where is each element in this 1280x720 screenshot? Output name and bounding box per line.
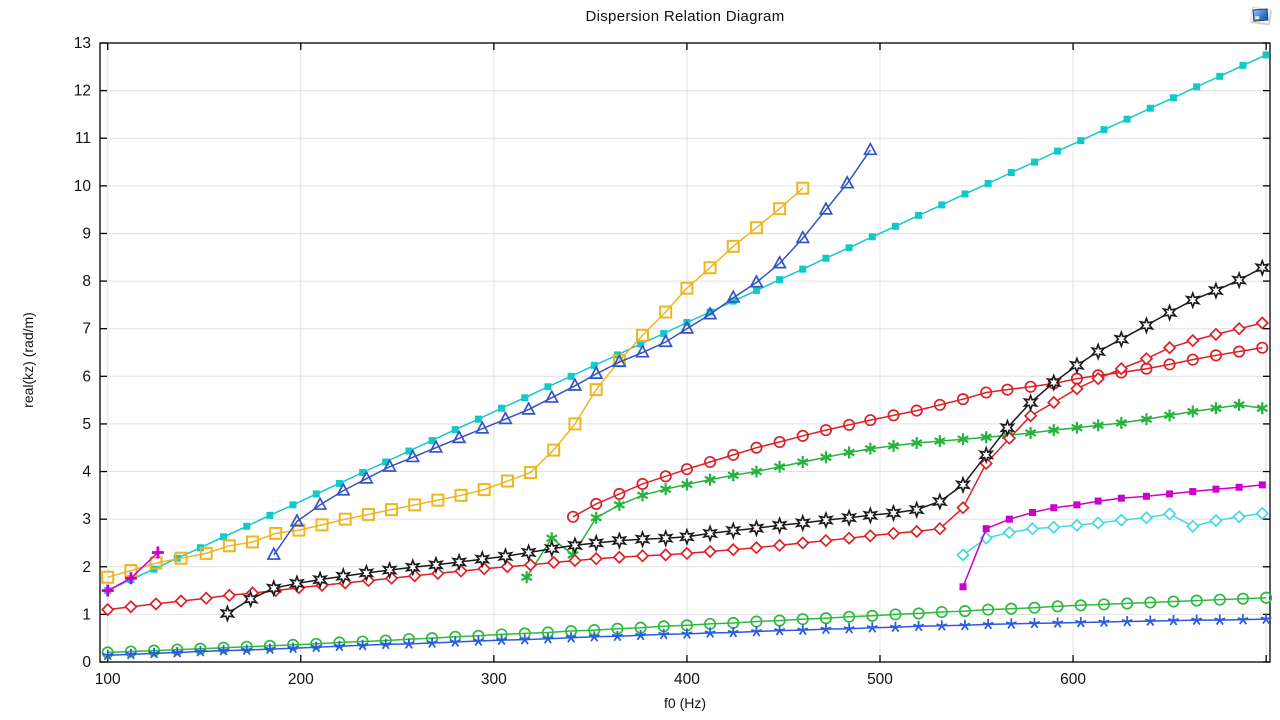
svg-text:6: 6 [82, 368, 91, 385]
svg-text:600: 600 [1060, 671, 1086, 688]
x-axis-label: f0 (Hz) [664, 695, 706, 711]
svg-text:100: 100 [95, 671, 121, 688]
svg-text:7: 7 [82, 321, 91, 338]
svg-text:0: 0 [82, 654, 91, 671]
series-blue-open-triangles [266, 141, 878, 560]
series-green-asterisks [520, 398, 1269, 584]
plot-title: Dispersion Relation Diagram [585, 8, 785, 25]
svg-text:400: 400 [674, 671, 700, 688]
svg-text:12: 12 [74, 83, 91, 100]
series-blue-stars [102, 613, 1272, 661]
svg-text:9: 9 [82, 225, 91, 242]
series-black-open-hexagram-stars [219, 258, 1271, 623]
series-magenta-filled-squares [959, 481, 1266, 591]
series-red-open-diamonds [101, 316, 1269, 617]
plot-frame [99, 42, 1271, 663]
series-magenta-plus [101, 546, 164, 597]
svg-text:200: 200 [288, 671, 314, 688]
svg-text:4: 4 [82, 464, 91, 481]
series-cyan-open-diamonds [956, 506, 1269, 562]
svg-text:8: 8 [82, 273, 91, 290]
svg-text:11: 11 [75, 130, 91, 147]
svg-text:3: 3 [82, 511, 91, 528]
svg-text:500: 500 [867, 671, 893, 688]
series-yellow-open-squares [101, 181, 810, 584]
svg-text:1: 1 [82, 606, 91, 623]
svg-text:300: 300 [481, 671, 507, 688]
svg-text:10: 10 [74, 178, 92, 195]
svg-text:13: 13 [74, 35, 91, 52]
svg-text:5: 5 [82, 416, 91, 433]
svg-text:2: 2 [82, 559, 91, 576]
